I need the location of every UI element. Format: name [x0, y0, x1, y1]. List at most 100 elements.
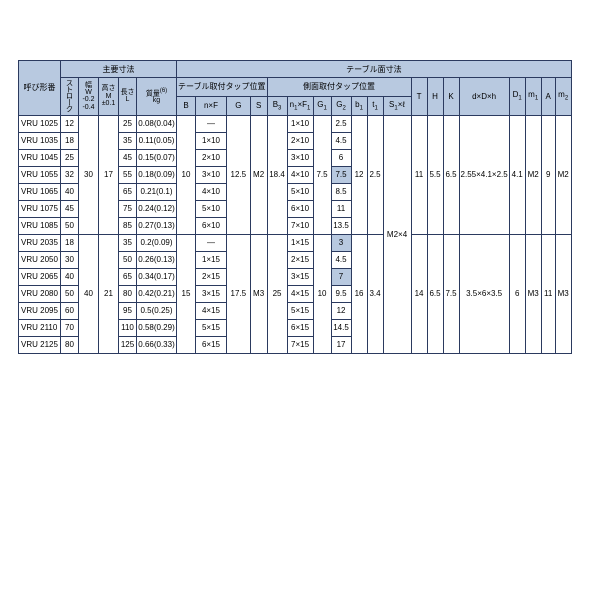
- table-row: VRU 2035184021350.2(0.09)15—17.5M3251×15…: [19, 234, 572, 251]
- cell: —: [196, 115, 227, 132]
- cell: 11: [331, 200, 351, 217]
- cell: 9: [541, 115, 555, 234]
- cell: 5.5: [427, 115, 443, 234]
- cell: 5×10: [196, 200, 227, 217]
- cell: 14.5: [331, 319, 351, 336]
- cell: M3: [525, 234, 541, 353]
- cell: 40: [79, 234, 99, 353]
- cell: VRU 1065: [19, 183, 61, 200]
- cell: 12: [61, 115, 79, 132]
- cell: 0.21(0.1): [137, 183, 177, 200]
- cell: 0.27(0.13): [137, 217, 177, 234]
- spec-table: 呼び形番 主要寸法 テーブル面寸法 ストローク 幅W-0.2-0.4 高さM±0…: [18, 60, 572, 354]
- cell: 11: [411, 115, 427, 234]
- cell: 12.5: [226, 115, 250, 234]
- col-dDh: d×D×h: [459, 78, 509, 116]
- cell: 7.5: [443, 234, 459, 353]
- col-t1: t1: [367, 96, 383, 115]
- cell: 85: [119, 217, 137, 234]
- cell: 125: [119, 336, 137, 353]
- cell: 0.66(0.33): [137, 336, 177, 353]
- cell: 6: [331, 149, 351, 166]
- cell: VRU 2050: [19, 251, 61, 268]
- cell: —: [196, 234, 227, 251]
- cell: 40: [61, 183, 79, 200]
- cell: 7.5: [313, 115, 331, 234]
- cell: 45: [119, 149, 137, 166]
- cell: 55: [119, 166, 137, 183]
- cell: 0.58(0.29): [137, 319, 177, 336]
- cell: 17: [331, 336, 351, 353]
- cell: 0.15(0.07): [137, 149, 177, 166]
- col-model: 呼び形番: [19, 61, 61, 116]
- cell: 3×15: [196, 285, 227, 302]
- col-nF: n×F: [196, 96, 227, 115]
- cell: 4.5: [331, 132, 351, 149]
- cell: 75: [119, 200, 137, 217]
- cell: 15: [177, 234, 196, 353]
- cell: 65: [119, 268, 137, 285]
- cell: 10: [313, 234, 331, 353]
- cell: 7: [331, 268, 351, 285]
- cell: VRU 2125: [19, 336, 61, 353]
- cell: 2.55×4.1×2.5: [459, 115, 509, 234]
- col-H: H: [427, 78, 443, 116]
- cell: 6×15: [196, 336, 227, 353]
- cell: 2.5: [331, 115, 351, 132]
- cell: 0.5(0.25): [137, 302, 177, 319]
- col-K: K: [443, 78, 459, 116]
- cell: 0.11(0.05): [137, 132, 177, 149]
- cell: 21: [99, 234, 119, 353]
- cell: M2×4: [383, 115, 411, 353]
- col-A: A: [541, 78, 555, 116]
- cell: 35: [119, 234, 137, 251]
- cell: VRU 1035: [19, 132, 61, 149]
- cell: 3.5×6×3.5: [459, 234, 509, 353]
- cell: 95: [119, 302, 137, 319]
- cell: 5×15: [196, 319, 227, 336]
- cell: 50: [119, 251, 137, 268]
- col-mass: 質量(6)kg: [137, 78, 177, 116]
- cell: 4.1: [509, 115, 525, 234]
- cell: 17.5: [226, 234, 250, 353]
- cell: 80: [61, 336, 79, 353]
- cell: 2×15: [196, 268, 227, 285]
- cell: 4×15: [196, 302, 227, 319]
- cell: 50: [61, 217, 79, 234]
- cell: 5×10: [287, 183, 313, 200]
- col-B3: B3: [267, 96, 287, 115]
- cell: M3: [250, 234, 267, 353]
- cell: 6×10: [287, 200, 313, 217]
- col-width: 幅W-0.2-0.4: [79, 78, 99, 116]
- cell: 8.5: [331, 183, 351, 200]
- col-length: 長さL: [119, 78, 137, 116]
- table-row: VRU 1025123017250.08(0.04)10—12.5M218.41…: [19, 115, 572, 132]
- cell: 60: [61, 302, 79, 319]
- cell: 0.24(0.12): [137, 200, 177, 217]
- col-table-tap: テーブル取付タップ位置: [177, 78, 268, 97]
- cell: 10: [177, 115, 196, 234]
- cell: VRU 1075: [19, 200, 61, 217]
- cell: VRU 1045: [19, 149, 61, 166]
- cell: 6.5: [443, 115, 459, 234]
- cell: 3×15: [287, 268, 313, 285]
- col-height: 高さM±0.1: [99, 78, 119, 116]
- cell: 25: [61, 149, 79, 166]
- cell: 18: [61, 234, 79, 251]
- cell: 0.42(0.21): [137, 285, 177, 302]
- col-side-tap: 側面取付タップ位置: [267, 78, 411, 97]
- col-D1: D1: [509, 78, 525, 116]
- col-b1: b1: [351, 96, 367, 115]
- cell: 3×10: [196, 166, 227, 183]
- cell: 13.5: [331, 217, 351, 234]
- cell: 6×15: [287, 319, 313, 336]
- cell: 2×15: [287, 251, 313, 268]
- cell: 0.2(0.09): [137, 234, 177, 251]
- cell: 25: [119, 115, 137, 132]
- cell: VRU 2095: [19, 302, 61, 319]
- cell: 3.4: [367, 234, 383, 353]
- col-table-dims: テーブル面寸法: [177, 61, 572, 78]
- cell: 3×10: [287, 149, 313, 166]
- cell: 2.5: [367, 115, 383, 234]
- cell: 35: [119, 132, 137, 149]
